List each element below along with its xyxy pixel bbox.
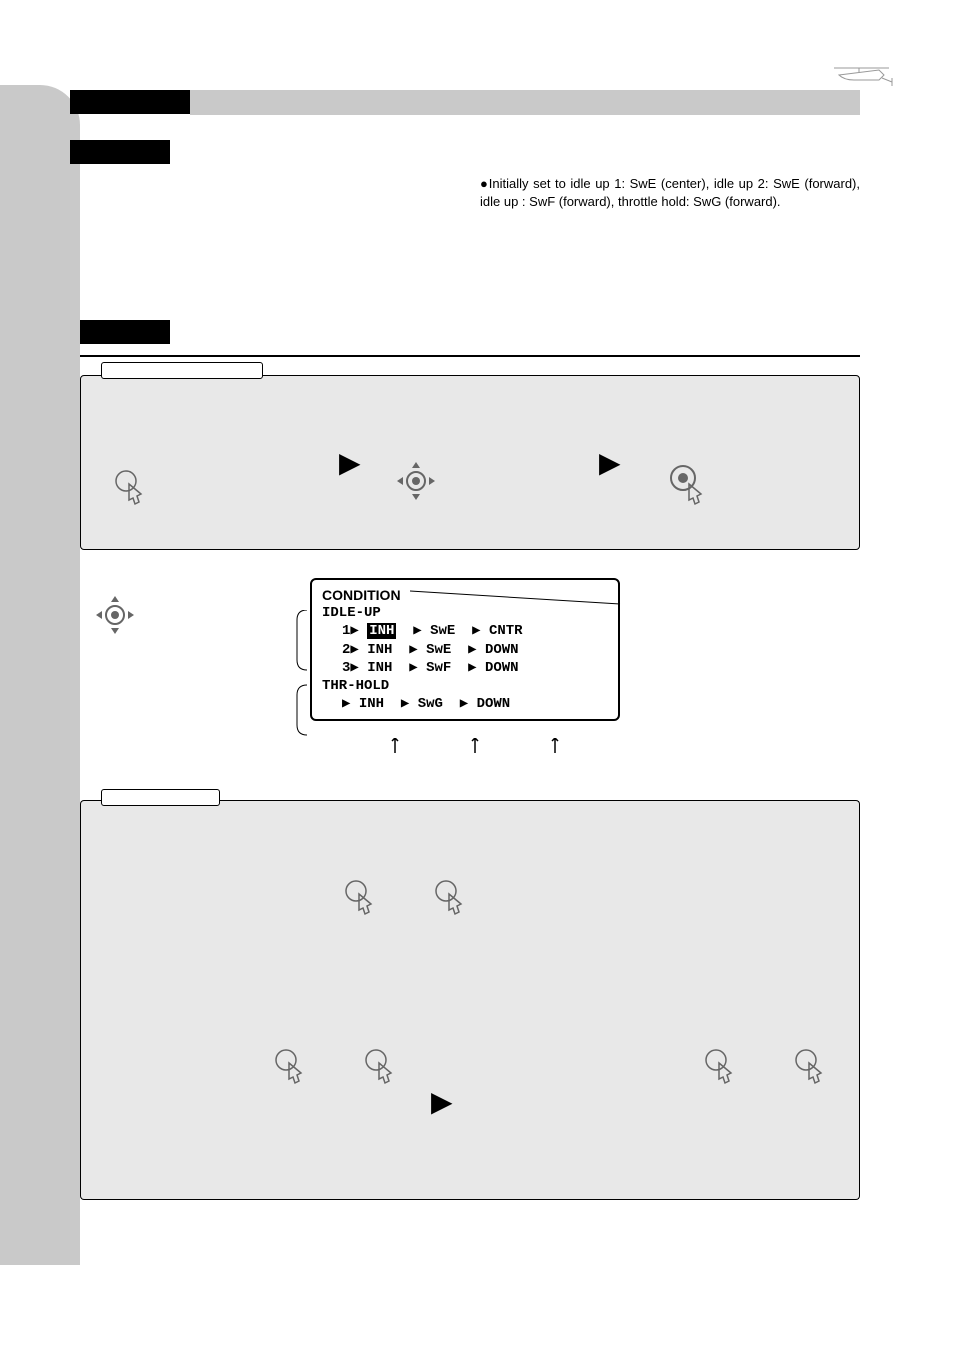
r2sw: SwE [426,642,451,658]
lcd-row3: 3▶ INH ▶ SwF ▶ DOWN [322,659,608,677]
tap-icon-5 [271,1045,311,1090]
r1n: 1▶ [342,623,359,639]
r3n: 3▶ [342,660,359,676]
r1sw: SwE [430,623,455,639]
flow2-title [101,789,220,806]
divider [80,355,860,357]
lcd-brackets [292,610,312,740]
lcd-thrhold: THR-HOLD [322,677,608,695]
lcd-wrapper: CONDITION IDLE-UP 1▶ INH ▶ SwE ▶ CNTR 2▶… [310,578,620,721]
title-box [70,90,190,114]
title-bar [190,90,860,115]
r2state: INH [367,642,392,658]
lcd-row4: ▶ INH ▶ SwG ▶ DOWN [322,695,608,713]
r1state: INH [367,623,396,639]
joystick-icon-1 [391,456,441,511]
r3dir: DOWN [485,660,519,676]
r3state: INH [367,660,392,676]
flow-switch-select: ▶ [80,945,860,1200]
r2dir: DOWN [485,642,519,658]
arrow-3: ▶ [431,1085,453,1118]
flow-calling-screen: ▶ ▶ [80,375,860,550]
r1dir: CNTR [489,623,523,639]
r4n: ▶ [342,696,350,712]
r4dir: DOWN [477,696,511,712]
joystick-nav [90,590,140,645]
tap-icon-4 [431,876,471,921]
tap-icon-8 [791,1045,831,1090]
intro-right: ●Initially set to idle up 1: SwE (center… [480,175,860,211]
r2n: 2▶ [342,642,359,658]
side-tab [0,85,80,1265]
flow-condition-enable [80,800,860,945]
r4state: INH [359,696,384,712]
lcd-arrows [310,738,620,763]
function-box [70,140,170,164]
tap-icon-3 [341,876,381,921]
lcd-row1: 1▶ INH ▶ SwE ▶ CNTR [322,622,608,640]
intro-right-2: ●Initially set to idle up 1: SwE (center… [480,175,860,211]
tap-icon-1 [111,466,151,511]
lcd-idleup: IDLE-UP [322,604,608,622]
r3sw: SwF [426,660,451,676]
r4sw: SwG [418,696,443,712]
lcd-row2: 2▶ INH ▶ SwE ▶ DOWN [322,641,608,659]
action-box [80,320,170,344]
flow1-title [101,362,263,379]
tap-icon-7 [701,1045,741,1090]
arrow-1: ▶ [339,446,361,479]
helicopter-icon [834,60,894,90]
tap-icon-6 [361,1045,401,1090]
tap-icon-2 [661,456,711,511]
arrow-2: ▶ [599,446,621,479]
lcd-title-line [410,586,630,606]
